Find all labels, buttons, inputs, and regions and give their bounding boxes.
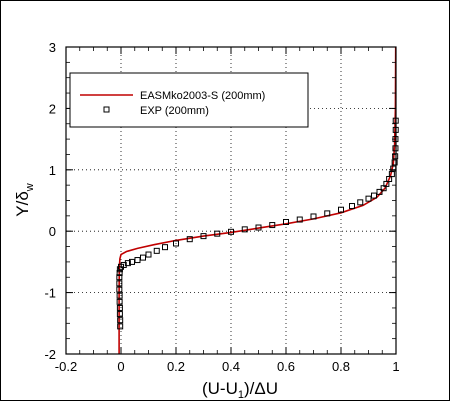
data-point-exp <box>116 280 123 287</box>
data-point-exp <box>153 247 160 254</box>
data-point-exp <box>124 260 131 267</box>
data-point-exp <box>392 153 399 160</box>
legend: EASMko2003-S (200mm) EXP (200mm) <box>69 72 309 128</box>
x-tick-label: 0.2 <box>167 359 185 374</box>
data-point-exp <box>186 236 193 243</box>
data-point-exp <box>338 206 344 213</box>
data-point-exp <box>214 230 221 237</box>
data-point-exp <box>376 188 383 195</box>
x-tick-label: -0.2 <box>55 359 77 374</box>
data-point-exp <box>140 254 146 261</box>
x-tick-label: 0.4 <box>222 359 240 374</box>
data-point-exp <box>269 222 276 229</box>
data-point-exp <box>296 216 303 223</box>
legend-marker-swatch <box>103 106 110 113</box>
data-point-exp <box>365 195 372 202</box>
y-tick-label: -2 <box>44 347 56 362</box>
y-tick-label: 2 <box>49 101 56 116</box>
data-point-exp <box>116 304 123 311</box>
data-point-exp <box>388 171 395 178</box>
data-point-exp <box>371 192 377 199</box>
x-tick-label: 0 <box>117 359 124 374</box>
data-point-exp <box>357 199 364 206</box>
data-point-exp <box>283 218 289 225</box>
y-axis-title: Y/δw <box>13 183 36 217</box>
y-tick-label: 1 <box>49 163 56 178</box>
data-point-exp <box>120 261 127 268</box>
data-point-exp <box>116 292 123 299</box>
y-tick-label: 3 <box>49 40 56 55</box>
y-tick-label: -1 <box>44 286 56 301</box>
data-point-exp <box>241 226 248 233</box>
data-point-exp <box>116 286 123 293</box>
legend-box <box>69 72 309 128</box>
data-point-exp <box>117 323 124 330</box>
x-tick-label: 0.6 <box>277 359 295 374</box>
axes: -0.2 0 0.2 0.4 0.6 0.8 1 -2 -1 0 1 2 3 <box>44 40 399 374</box>
x-tick-label: 0.8 <box>332 359 350 374</box>
legend-label-easm: EASMko2003-S (200mm) <box>140 90 265 102</box>
data-point-exp <box>116 311 123 318</box>
x-axis-title: (U-U1)/ΔU <box>202 379 278 401</box>
data-point-exp <box>391 159 398 166</box>
data-point-exp <box>349 203 355 210</box>
data-point-exp <box>117 317 124 324</box>
data-point-exp <box>200 233 207 240</box>
data-point-exp <box>145 251 152 258</box>
y-tick-label: 0 <box>49 224 56 239</box>
data-point-exp <box>116 269 123 276</box>
data-point-exp <box>310 213 317 220</box>
data-point-exp <box>116 298 123 305</box>
legend-label-exp: EXP (200mm) <box>140 105 209 117</box>
data-point-exp <box>324 210 331 217</box>
data-point-exp <box>255 224 262 231</box>
data-point-exp <box>162 244 168 251</box>
data-point-exp <box>116 274 123 281</box>
x-tick-label: 1 <box>392 359 399 374</box>
data-point-exp <box>228 228 234 235</box>
data-point-exp <box>173 240 179 247</box>
series-layer <box>116 46 399 354</box>
